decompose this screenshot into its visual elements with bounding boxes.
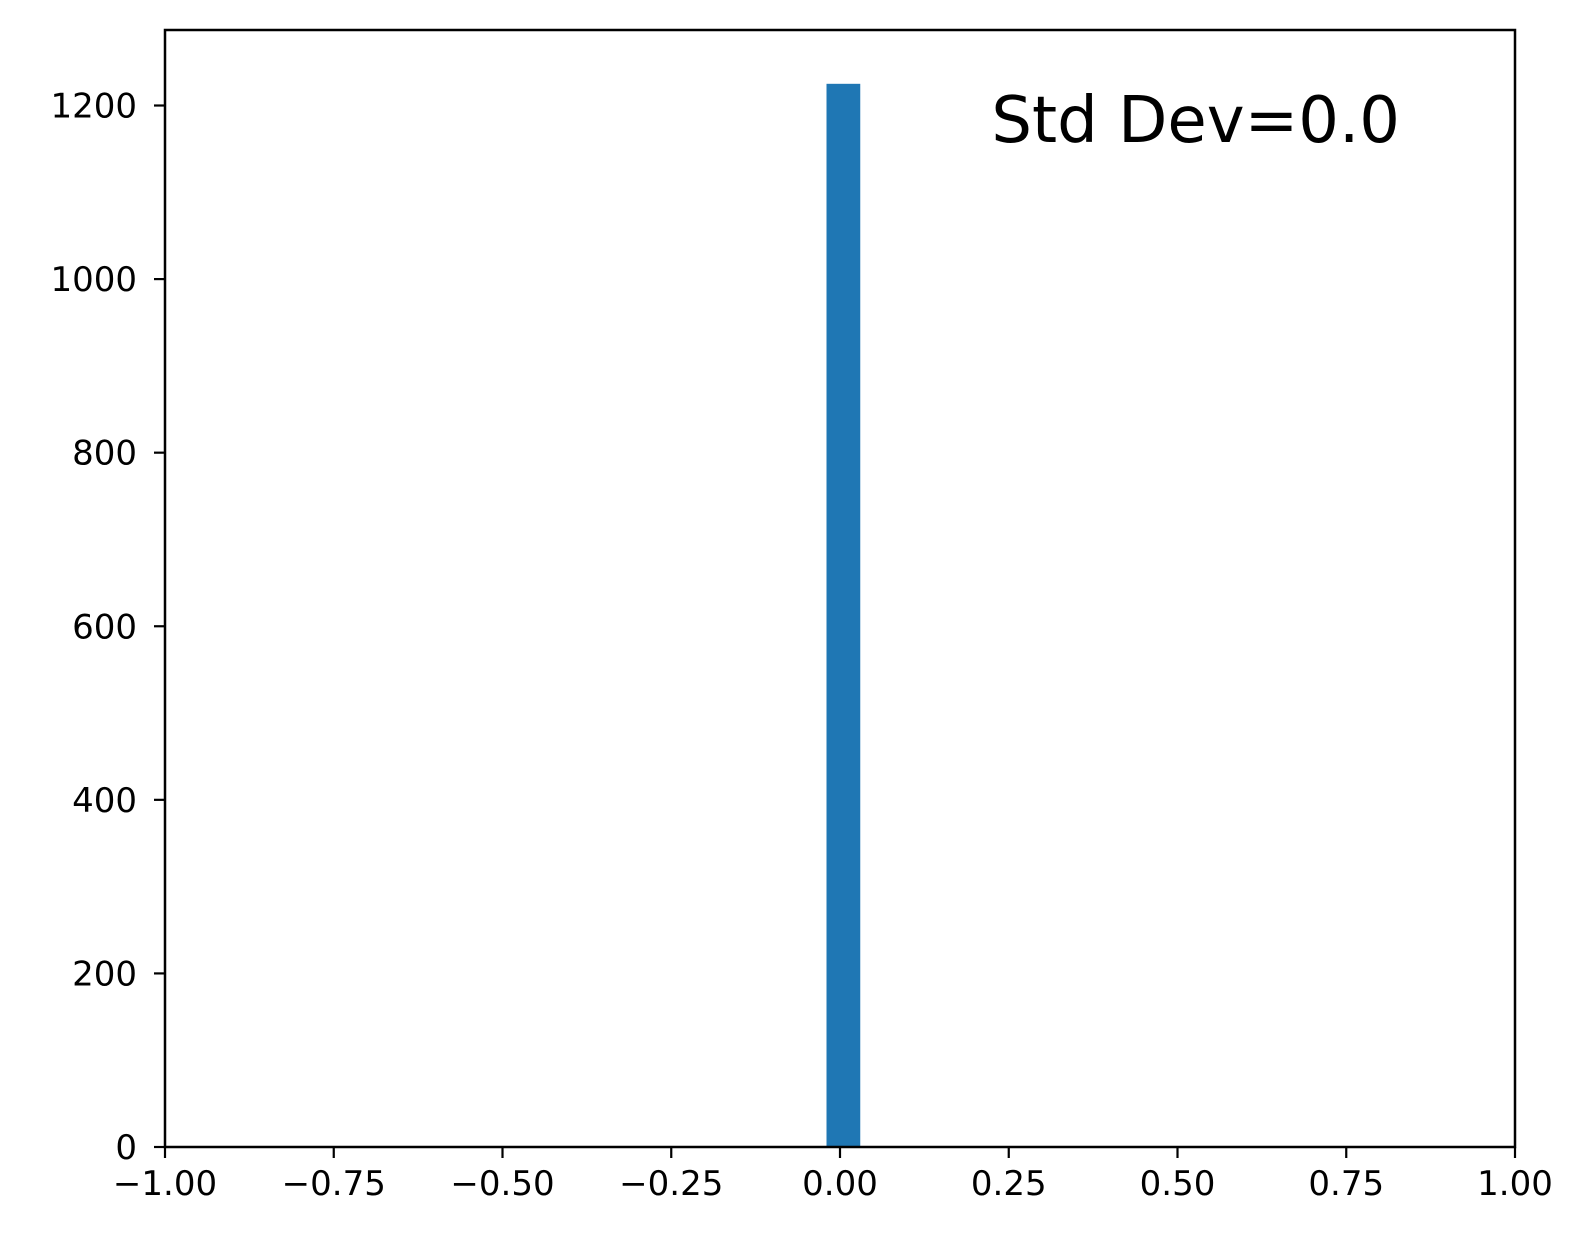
bars-group — [826, 83, 861, 1147]
x-tick-label: −1.00 — [113, 1164, 217, 1204]
y-tick-label: 1200 — [50, 87, 137, 127]
std-dev-annotation: Std Dev=0.0 — [991, 84, 1400, 158]
x-tick-label: 0.75 — [1308, 1164, 1384, 1204]
histogram-bar — [826, 83, 861, 1147]
x-tick-label: −0.50 — [450, 1164, 554, 1204]
x-tick-label: −0.25 — [619, 1164, 723, 1204]
y-tick-label: 200 — [72, 954, 137, 994]
y-tick-label: 0 — [115, 1128, 137, 1168]
x-tick-label: 0.00 — [802, 1164, 878, 1204]
y-tick-label: 400 — [72, 781, 137, 821]
y-tick-label: 800 — [72, 434, 137, 474]
x-axis: −1.00 −0.75 −0.50 −0.25 0.00 0.25 0.50 0.75 1.00 — [113, 1147, 1553, 1204]
x-tick-label: −0.75 — [282, 1164, 386, 1204]
x-tick-label: 0.50 — [1140, 1164, 1216, 1204]
y-tick-label: 1000 — [50, 260, 137, 300]
y-tick-label: 600 — [72, 607, 137, 647]
x-tick-label: 0.25 — [971, 1164, 1047, 1204]
x-tick-label: 1.00 — [1477, 1164, 1553, 1204]
y-axis: 0 200 400 600 800 1000 1200 — [50, 87, 165, 1168]
